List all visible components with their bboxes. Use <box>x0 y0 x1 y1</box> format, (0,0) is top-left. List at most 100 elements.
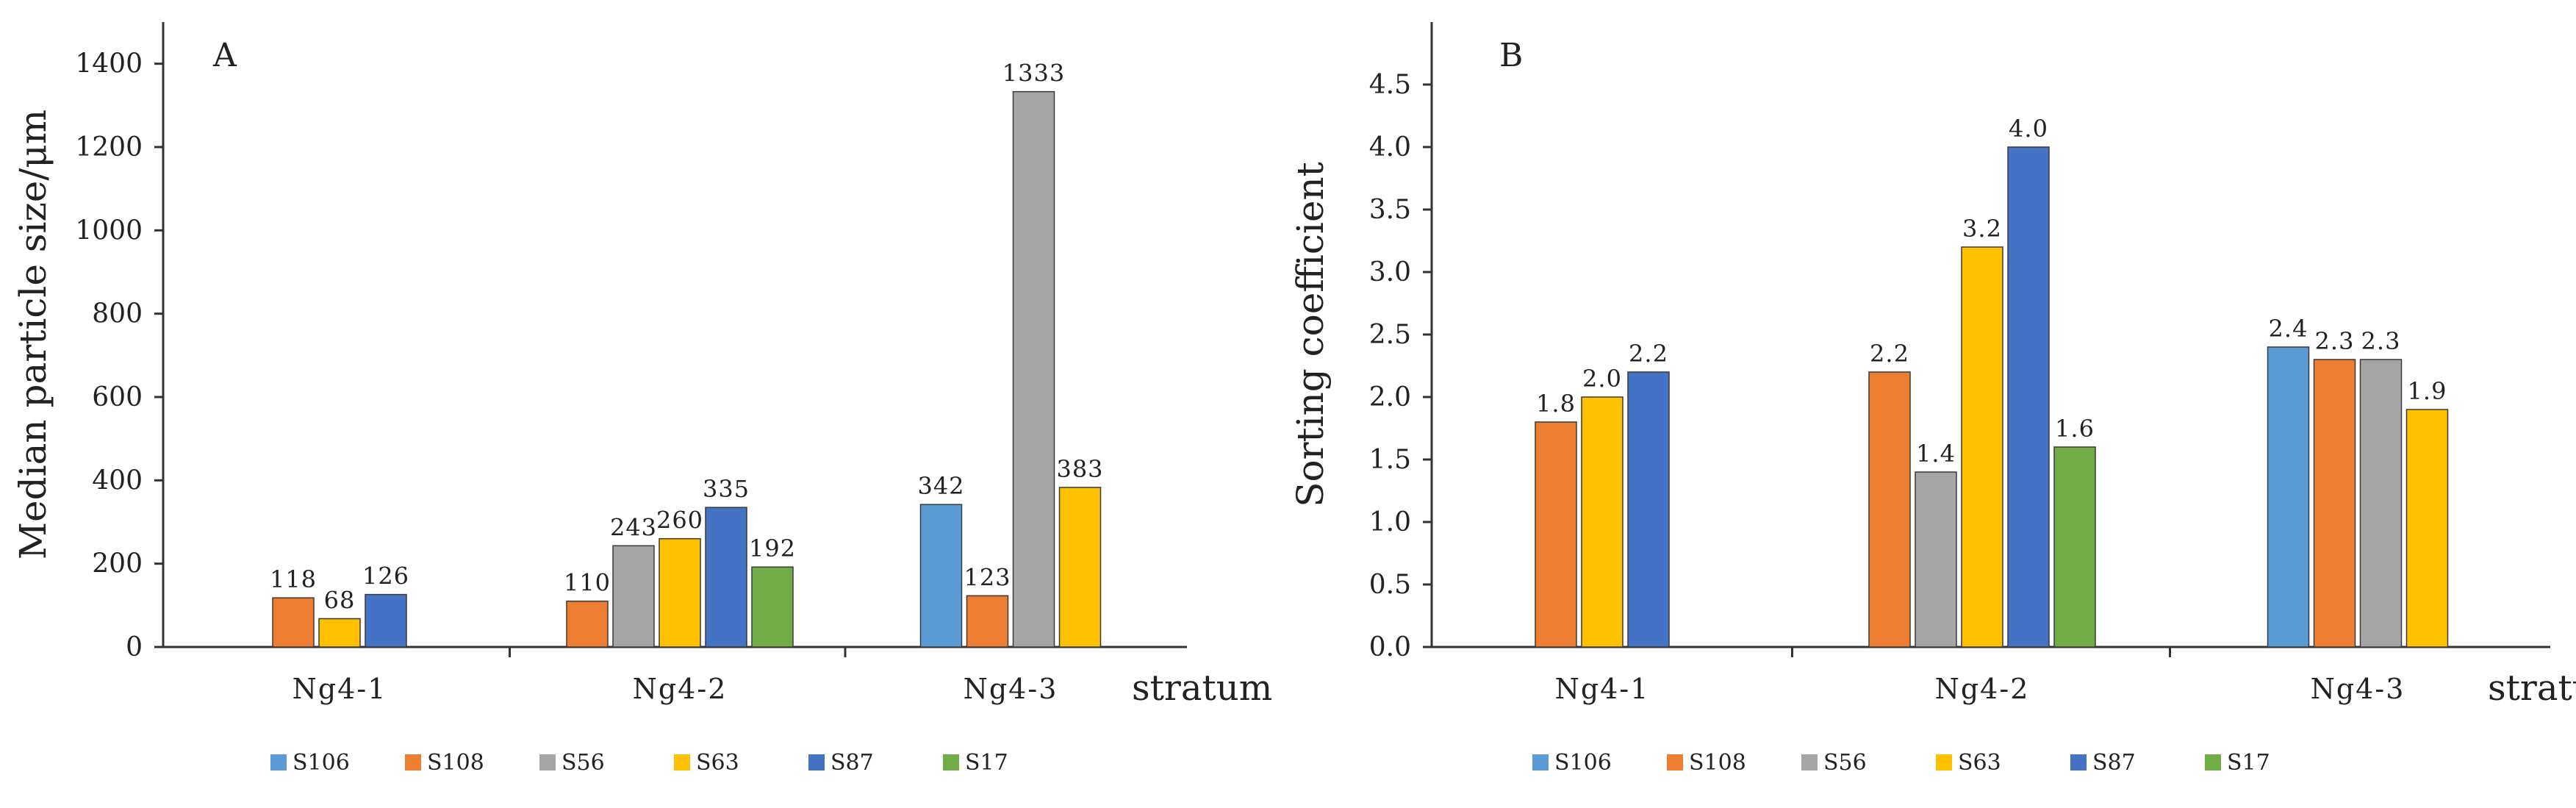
chart2-y-tick-label: 2.0 <box>1369 382 1411 412</box>
chart1-bar <box>966 595 1009 648</box>
chart1-x-tick-label: Ng4-1 <box>293 673 387 705</box>
chart2-legend-label: S17 <box>2227 750 2270 776</box>
chart1-data-label: 123 <box>964 563 1011 591</box>
chart2-bar <box>1535 421 1577 648</box>
chart1-legend-label: S108 <box>427 750 484 776</box>
chart2-bar <box>1627 371 1670 648</box>
chart1-data-label: 342 <box>917 472 964 500</box>
chart2-bar <box>2267 346 2310 648</box>
chart1-data-label: 110 <box>564 569 611 597</box>
chart2-bar <box>1868 371 1911 648</box>
chart2-bar <box>2359 359 2403 648</box>
chart2-bar <box>2313 359 2356 648</box>
chart2-bar <box>1961 246 2003 648</box>
chart1-data-label: 243 <box>610 513 657 541</box>
chart2-y-tick-label: 4.0 <box>1369 132 1411 162</box>
chart1-bar <box>919 504 963 648</box>
chart1-legend-swatch <box>674 754 690 771</box>
chart1-bar <box>272 597 315 648</box>
chart2-legend-label: S87 <box>2092 750 2136 776</box>
chart2-data-label: 1.6 <box>2055 415 2095 443</box>
chart1-y-tick-label: 0 <box>126 632 143 662</box>
chart2-legend-swatch <box>2070 754 2087 771</box>
chart2-data-label: 3.2 <box>1962 215 2002 243</box>
chart1-bar <box>612 545 655 648</box>
chart2-x-tick-label: Ng4-1 <box>1555 673 1650 705</box>
chart1-y-axis-title: Median particle size/μm <box>12 110 54 559</box>
chart1-y-tick-label: 800 <box>92 299 143 329</box>
chart2-y-tick-label: 3.0 <box>1369 257 1411 287</box>
chart1-y-tick-label: 1400 <box>75 49 143 79</box>
chart1-y-tick-label: 600 <box>92 382 143 412</box>
chart1-data-label: 383 <box>1056 455 1103 483</box>
chart2-bar <box>1581 396 1624 648</box>
chart2-legend-label: S108 <box>1689 750 1746 776</box>
chart2-legend-swatch <box>1667 754 1683 771</box>
chart1-y-tick-label: 1000 <box>75 215 143 246</box>
chart2-panel-label: B <box>1499 37 1523 74</box>
chart1-bar <box>318 618 361 648</box>
chart2-legend-swatch <box>2205 754 2221 771</box>
chart1-legend-label: S17 <box>965 750 1008 776</box>
chart2-data-label: 1.4 <box>1916 440 1956 468</box>
chart1-bar <box>705 507 747 648</box>
chart2-data-label: 2.0 <box>1582 365 1622 393</box>
chart1-data-label: 126 <box>362 562 409 590</box>
chart2-bar <box>2053 446 2096 648</box>
chart1-x-axis-title: stratum <box>1132 668 1272 709</box>
chart2-bar <box>2007 146 2050 648</box>
chart1-data-label: 118 <box>270 565 317 593</box>
chart1-data-label: 68 <box>324 586 356 614</box>
chart2-data-label: 2.3 <box>2315 327 2355 355</box>
chart1-legend-swatch <box>270 754 287 771</box>
chart1-bar <box>659 537 701 648</box>
chart1-legend-swatch <box>808 754 825 771</box>
chart2-y-tick-label: 0.0 <box>1369 632 1411 662</box>
chart2-legend-label: S63 <box>1958 750 2001 776</box>
chart1-bar <box>365 593 407 648</box>
chart2-bar <box>2405 409 2449 648</box>
chart2-data-label: 2.2 <box>1870 340 1909 368</box>
chart1-y-tick-label: 200 <box>92 549 143 579</box>
chart2-legend-label: S56 <box>1823 750 1867 776</box>
chart2-x-tick-label: Ng4-3 <box>2311 673 2405 705</box>
chart1-legend-label: S87 <box>830 750 874 776</box>
chart2-data-label: 1.8 <box>1536 390 1576 418</box>
chart2-y-tick-label: 1.5 <box>1369 445 1411 475</box>
chart2-y-tick-label: 4.5 <box>1369 70 1411 100</box>
chart2-legend-swatch <box>1532 754 1549 771</box>
chart2-legend-swatch <box>1936 754 1952 771</box>
chart1-bar <box>1012 90 1055 648</box>
chart2-y-axis-title: Sorting coefficient <box>1289 162 1332 507</box>
chart1-panel-label: A <box>212 37 237 74</box>
chart1-data-label: 1333 <box>1002 60 1065 87</box>
chart1-bar <box>566 600 609 648</box>
chart2-y-tick-label: 0.5 <box>1369 570 1411 600</box>
chart1-legend-label: S56 <box>562 750 605 776</box>
chart2-x-tick-label: Ng4-2 <box>1935 673 2030 705</box>
chart2-data-label: 2.4 <box>2269 315 2308 343</box>
chart1-legend-swatch <box>943 754 959 771</box>
chart2-legend-swatch <box>1801 754 1818 771</box>
chart2-legend-label: S106 <box>1554 750 1612 776</box>
chart1-legend-swatch <box>539 754 556 771</box>
chart1-y-tick-label: 400 <box>92 465 143 496</box>
chart1-legend-label: S63 <box>696 750 739 776</box>
chart1-data-label: 260 <box>656 507 703 535</box>
chart2-data-label: 4.0 <box>2009 115 2048 143</box>
chart2-x-axis-title: stratum <box>2488 668 2576 709</box>
chart1-bar <box>1058 487 1102 648</box>
chart1-bar <box>751 566 794 648</box>
chart1-legend-swatch <box>405 754 421 771</box>
chart2-data-label: 1.9 <box>2408 377 2447 405</box>
chart2-data-label: 2.2 <box>1629 340 1668 368</box>
chart2-data-label: 2.3 <box>2361 327 2401 355</box>
chart1-y-tick-label: 1200 <box>75 132 143 162</box>
chart1-legend-label: S106 <box>293 750 350 776</box>
chart2-y-tick-label: 2.5 <box>1369 320 1411 350</box>
chart1-x-tick-label: Ng4-3 <box>964 673 1058 705</box>
chart2-bar <box>1915 471 1957 648</box>
chart1-x-tick-label: Ng4-2 <box>633 673 728 705</box>
